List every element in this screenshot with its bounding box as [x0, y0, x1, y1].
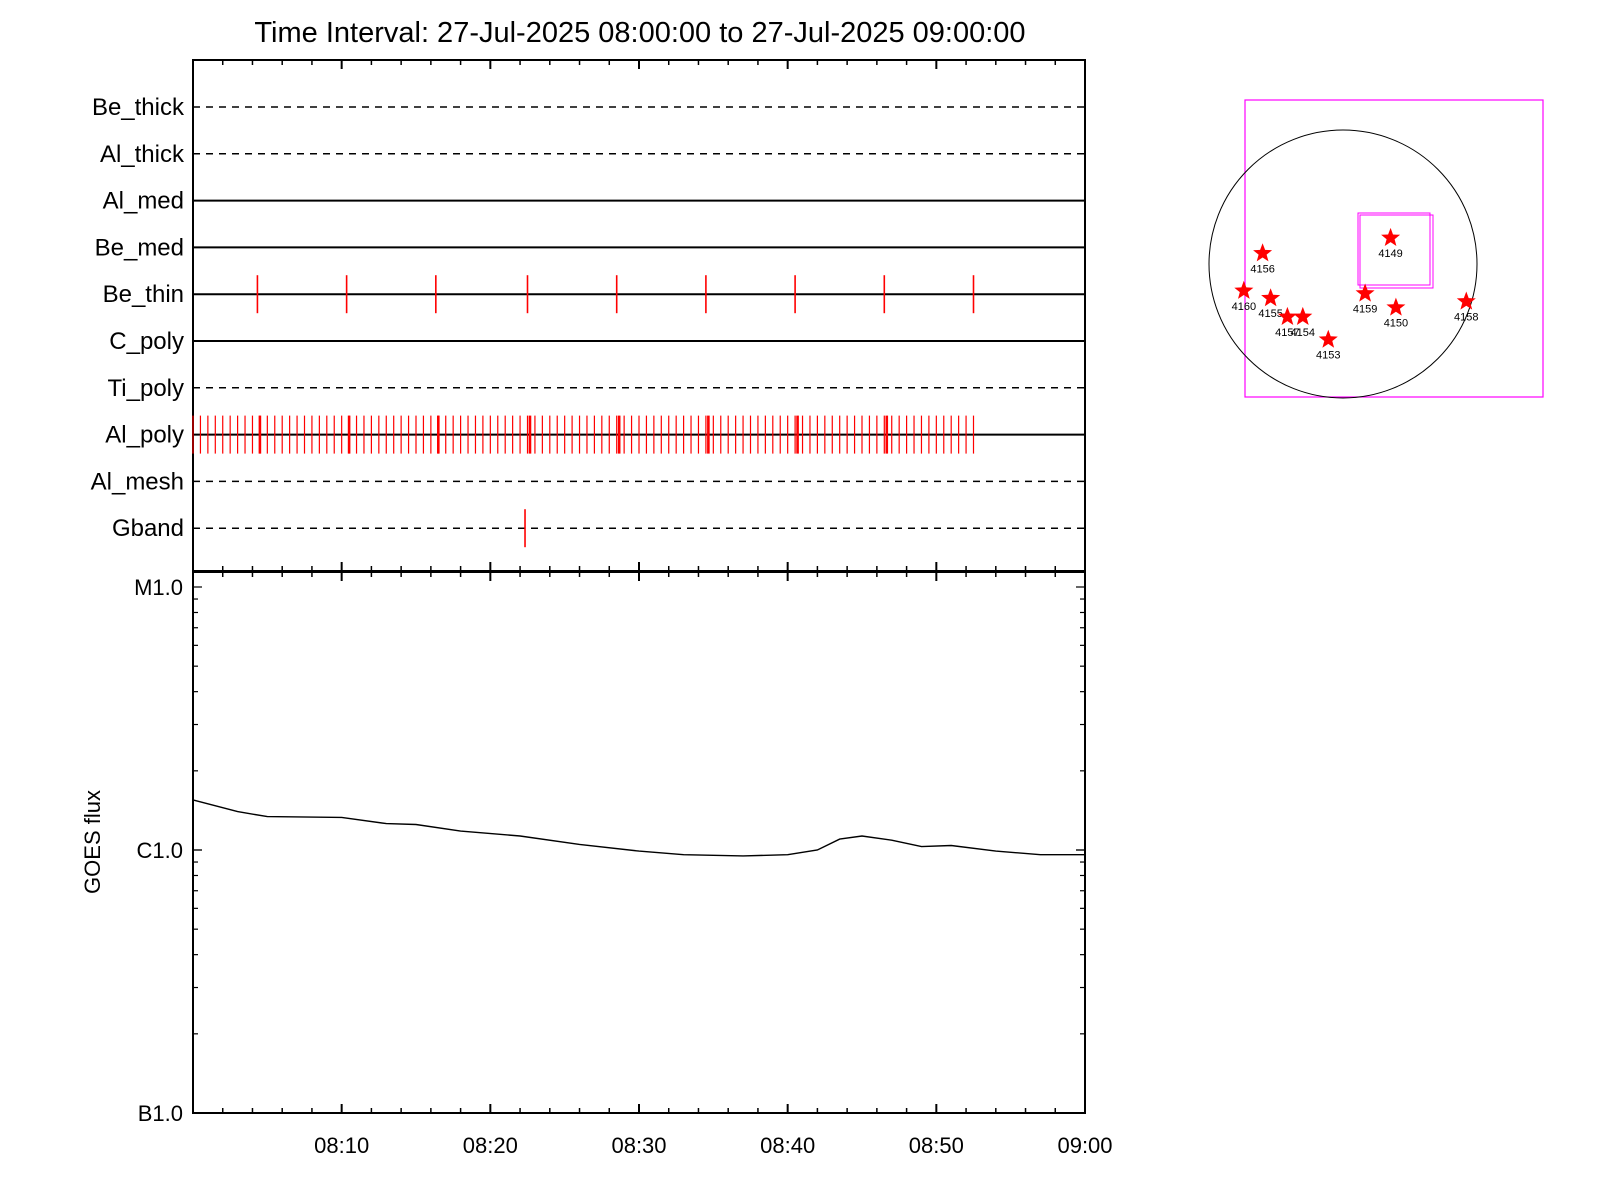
ar-star-4150 [1386, 297, 1406, 316]
goes-flux-panel: 08:10 08:20 08:30 08:40 08:50 09:00 B1.0 C1.0 M1… [80, 571, 1113, 1158]
channel-label-Gband: Gband [112, 515, 184, 542]
fov-box [1244, 99, 1544, 398]
channel-label-Al_med: Al_med [103, 188, 184, 215]
ar-label-4154: 4154 [1291, 327, 1315, 339]
y-tick-label: C1.0 [137, 838, 183, 863]
timeline-frame [192, 59, 1086, 572]
ar-label-4150: 4150 [1384, 318, 1408, 330]
ar-label-4153: 4153 [1316, 350, 1340, 362]
channel-label-Al_poly: Al_poly [105, 422, 184, 449]
flux-ticks: 08:10 08:20 08:30 08:40 08:50 09:00 B1.0 C1.0 M1… [134, 572, 1113, 1158]
ar-star-4160 [1234, 280, 1254, 299]
flux-frame [192, 571, 1086, 1114]
ar-star-4154 [1293, 306, 1313, 325]
ar-label-4157: 4157 [1275, 327, 1299, 339]
ar-label-4155: 4155 [1258, 308, 1282, 320]
ar-star-4155 [1261, 288, 1281, 307]
x-tick-label: 09:00 [1057, 1133, 1112, 1158]
fov-inner-box-a [1357, 212, 1431, 286]
x-tick-label: 08:50 [909, 1133, 964, 1158]
x-tick-label: 08:30 [611, 1133, 666, 1158]
ar-star-4159 [1355, 283, 1375, 302]
ar-star-4153 [1318, 329, 1338, 348]
flux-y-axis-label: GOES flux [80, 790, 105, 894]
ar-label-4159: 4159 [1353, 303, 1377, 315]
channel-label-Be_thick: Be_thick [92, 94, 185, 121]
ar-star-4149 [1381, 227, 1401, 246]
goes-flux-line [192, 799, 1085, 857]
filter-timeline-panel: Be_thick Al_thick Al_med Be_med Be_thin C_pol… [91, 59, 1086, 572]
y-tick-label: B1.0 [138, 1101, 183, 1126]
x-tick-label: 08:10 [314, 1133, 369, 1158]
timeline-ticks [192, 60, 1086, 571]
ar-star-4157 [1277, 306, 1297, 325]
ar-label-4156: 4156 [1250, 263, 1274, 275]
plot-title: Time Interval: 27-Jul-2025 08:00:00 to 2… [254, 17, 1025, 49]
ar-star-4158 [1456, 291, 1476, 310]
x-tick-label: 08:40 [760, 1133, 815, 1158]
channel-label-Be_med: Be_med [95, 234, 184, 261]
channel-label-Ti_poly: Ti_poly [108, 375, 184, 402]
ar-label-4158: 4158 [1454, 312, 1478, 324]
fov-inner-box-b [1359, 214, 1434, 289]
channel-label-C_poly: C_poly [109, 328, 184, 355]
channel-label-Al_thick: Al_thick [100, 141, 185, 168]
ar-label-4160: 4160 [1232, 301, 1256, 313]
channel-label-Al_mesh: Al_mesh [91, 468, 184, 495]
ar-star-4156 [1253, 243, 1273, 262]
channel-label-Be_thin: Be_thin [103, 281, 184, 308]
y-tick-label: M1.0 [134, 575, 183, 600]
solar-disk [1208, 129, 1478, 399]
channel-rows: Be_thick Al_thick Al_med Be_med Be_thin C_pol… [91, 94, 1085, 548]
x-tick-label: 08:20 [463, 1133, 518, 1158]
ar-label-4149: 4149 [1378, 248, 1402, 260]
